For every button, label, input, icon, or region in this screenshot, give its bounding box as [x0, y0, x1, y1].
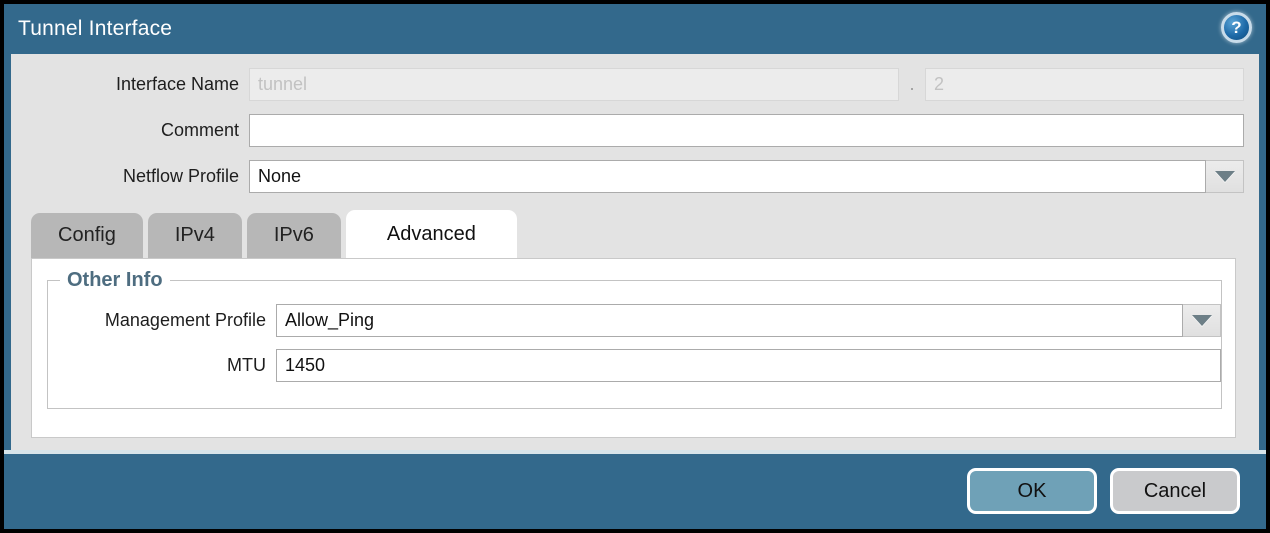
tab-ipv4[interactable]: IPv4: [147, 213, 242, 258]
dialog-body: Interface Name . Comment Netflow Profile…: [11, 54, 1259, 450]
management-profile-value[interactable]: [276, 304, 1183, 337]
netflow-profile-dropdown-button[interactable]: [1206, 160, 1244, 193]
tab-config[interactable]: Config: [31, 213, 143, 258]
comment-input[interactable]: [249, 114, 1244, 147]
subinterface-number-input: [925, 68, 1244, 101]
other-info-section-title: Other Info: [67, 269, 163, 291]
management-profile-dropdown[interactable]: [276, 304, 1221, 337]
advanced-tab-panel: Other Info Management Profile MTU: [31, 258, 1236, 438]
chevron-down-icon: [1214, 171, 1235, 182]
tab-bar: Config IPv4 IPv6 Advanced: [31, 210, 1244, 258]
mtu-row: MTU: [48, 349, 1221, 382]
dialog-title: Tunnel Interface: [18, 17, 173, 40]
other-info-section: Other Info Management Profile MTU: [47, 269, 1222, 409]
dialog-footer: OK Cancel: [4, 450, 1266, 529]
netflow-profile-value[interactable]: [249, 160, 1206, 193]
tab-ipv6[interactable]: IPv6: [246, 213, 341, 258]
comment-label: Comment: [160, 120, 239, 140]
cancel-button[interactable]: Cancel: [1110, 468, 1240, 514]
tab-advanced[interactable]: Advanced: [345, 210, 517, 258]
netflow-profile-row: Netflow Profile: [22, 160, 1244, 193]
management-profile-dropdown-button[interactable]: [1183, 304, 1221, 337]
management-profile-row: Management Profile: [48, 304, 1221, 337]
interface-name-separator: .: [909, 74, 915, 94]
dialog-titlebar: Tunnel Interface ?: [4, 4, 1266, 54]
mtu-label: MTU: [227, 355, 266, 375]
netflow-profile-label: Netflow Profile: [122, 166, 239, 186]
management-profile-label: Management Profile: [104, 310, 266, 330]
ok-button[interactable]: OK: [967, 468, 1097, 514]
help-icon[interactable]: ?: [1221, 12, 1252, 43]
chevron-down-icon: [1191, 315, 1212, 326]
comment-row: Comment: [22, 114, 1244, 147]
netflow-profile-dropdown[interactable]: [249, 160, 1244, 193]
mtu-input[interactable]: [276, 349, 1221, 382]
interface-name-row: Interface Name .: [22, 68, 1244, 101]
interface-name-input: [249, 68, 899, 101]
interface-name-label: Interface Name: [115, 74, 239, 94]
